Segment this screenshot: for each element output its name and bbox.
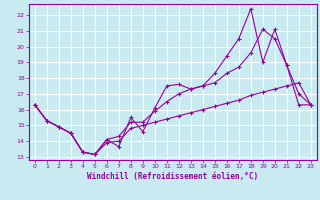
- X-axis label: Windchill (Refroidissement éolien,°C): Windchill (Refroidissement éolien,°C): [87, 172, 258, 181]
